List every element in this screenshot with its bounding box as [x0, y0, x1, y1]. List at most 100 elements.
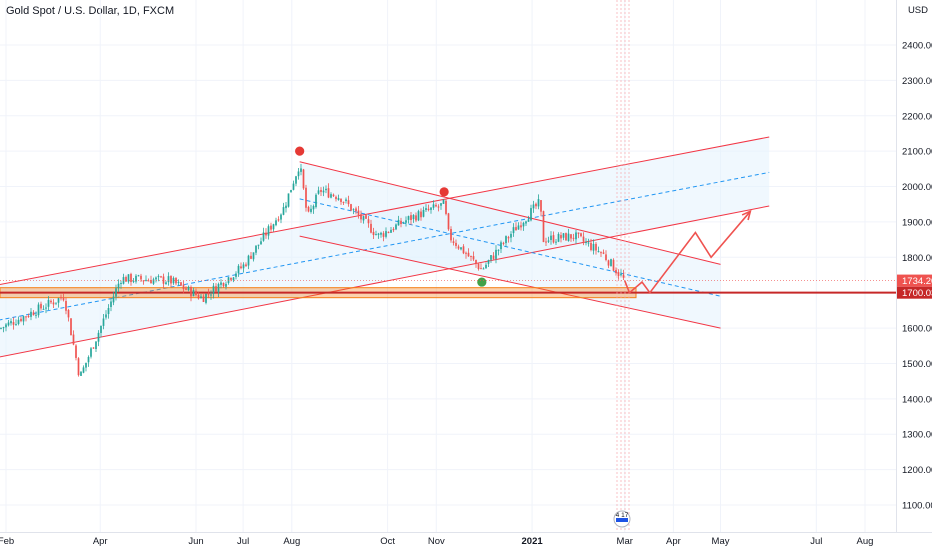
candle-body: [65, 300, 67, 311]
candle-body: [332, 194, 335, 197]
candle-body: [317, 190, 320, 194]
candle-body: [140, 275, 142, 280]
candle-body: [17, 319, 20, 324]
candle-body: [185, 288, 187, 290]
candle-body: [432, 204, 435, 208]
candle-body: [200, 296, 202, 299]
time-axis-panel: [0, 532, 932, 550]
candle-body: [495, 249, 497, 259]
candle-body: [250, 255, 252, 259]
candle-body: [350, 204, 352, 211]
candle-body: [222, 283, 225, 287]
candle-body: [585, 242, 587, 244]
price-tick-label: 1200.00: [902, 465, 932, 476]
candle-body: [297, 171, 300, 177]
candle-body: [440, 203, 442, 206]
candle-body: [420, 211, 422, 218]
candle-body: [215, 286, 217, 293]
candle-body: [232, 277, 235, 281]
candle-body: [197, 294, 200, 299]
candle-body: [500, 242, 502, 250]
candle-body: [497, 249, 500, 251]
candle-body: [92, 347, 95, 349]
time-tick-label: Jul: [810, 536, 822, 547]
candle-body: [327, 188, 330, 198]
candle-body: [462, 246, 465, 254]
candle-body: [522, 222, 525, 227]
candle-body: [590, 242, 592, 251]
candle-body: [310, 208, 312, 212]
candle-body: [240, 266, 242, 269]
candle-body: [255, 245, 257, 253]
time-tick-label: Feb: [0, 536, 14, 547]
candle-body: [357, 210, 360, 216]
candle-body: [77, 358, 80, 376]
candle-body: [477, 263, 480, 270]
candle-body: [220, 282, 222, 285]
candle-body: [242, 264, 245, 269]
candle-body: [25, 316, 27, 318]
candle-body: [180, 282, 182, 286]
candle-body: [315, 194, 317, 208]
candle-body: [470, 255, 472, 257]
candle-body: [422, 209, 425, 217]
candle-body: [105, 314, 107, 318]
candle-body: [615, 269, 617, 274]
time-tick-label: Jun: [188, 536, 203, 547]
time-tick-label: Jul: [237, 536, 249, 547]
candle-body: [282, 207, 285, 215]
candle-body: [380, 232, 382, 235]
price-tick-label: 2000.00: [902, 182, 932, 193]
candle-body: [120, 282, 122, 284]
candle-body: [360, 214, 362, 220]
candle-body: [82, 367, 85, 373]
candle-body: [90, 348, 92, 357]
candle-body: [257, 244, 260, 246]
candle-body: [337, 198, 340, 200]
candle-body: [532, 204, 535, 209]
candle-body: [62, 297, 65, 301]
candle-body: [175, 277, 177, 284]
candle-body: [520, 225, 522, 228]
candle-body: [340, 198, 342, 202]
candle-body: [212, 285, 215, 294]
candle-body: [570, 234, 572, 239]
time-tick-label: Apr: [666, 536, 681, 547]
candle-body: [542, 211, 545, 243]
candle-body: [252, 252, 255, 260]
candle-body: [330, 194, 332, 198]
candle-body: [245, 264, 247, 266]
candle-body: [547, 240, 550, 242]
candle-body: [387, 231, 390, 233]
candle-body: [260, 241, 262, 245]
candle-body: [490, 255, 492, 260]
candle-body: [300, 168, 302, 172]
events-badge-flag: [616, 518, 628, 522]
candle-body: [102, 318, 105, 326]
candle-body: [527, 219, 530, 222]
price-tag-0: [897, 274, 932, 287]
candle-body: [125, 277, 127, 282]
price-tick-label: 1600.00: [902, 324, 932, 335]
candle-body: [502, 242, 505, 244]
rising-channel-lower-line: [0, 205, 770, 358]
candle-body: [145, 279, 147, 281]
candle-body: [342, 201, 345, 203]
candle-body: [537, 199, 540, 207]
candle-body: [130, 273, 132, 283]
candle-body: [70, 318, 72, 336]
candle-body: [595, 243, 597, 251]
candle-body: [190, 287, 192, 297]
candle-body: [622, 274, 625, 278]
candle-body: [55, 302, 57, 304]
falling-channel-fill: [299, 161, 721, 329]
candle-body: [410, 215, 412, 221]
candle-body: [210, 294, 212, 296]
bottom-marker: [477, 277, 487, 287]
candle-body: [110, 301, 112, 307]
candle-body: [447, 213, 450, 230]
candle-body: [552, 235, 555, 243]
candle-body: [347, 200, 350, 205]
plot-area: 4 17: [0, 0, 896, 532]
